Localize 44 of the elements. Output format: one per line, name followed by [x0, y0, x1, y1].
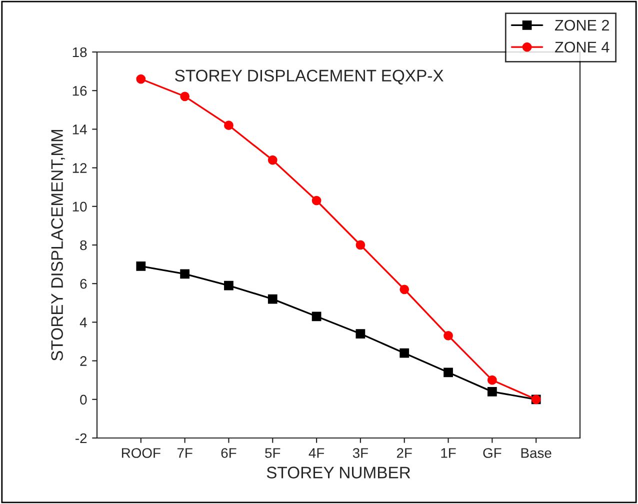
legend-label: ZONE 4 [555, 42, 610, 53]
point [136, 74, 146, 84]
x-tick-label: 6F [221, 448, 236, 458]
point [268, 155, 278, 165]
x-tick-label: Base [521, 448, 552, 458]
point [180, 92, 190, 102]
point [268, 294, 278, 304]
point [444, 368, 453, 378]
x-tick-label: 3F [352, 448, 368, 458]
y-tick-label: 2 [80, 356, 87, 366]
point [444, 331, 453, 340]
y-tick-label: 0 [80, 394, 87, 405]
y-tick-label: 8 [80, 240, 87, 250]
point [136, 262, 146, 271]
point [312, 312, 322, 322]
x-tick-label: 5F [265, 448, 280, 458]
y-tick-label: 10 [72, 202, 87, 212]
point [224, 280, 234, 290]
point [312, 196, 322, 206]
point [487, 375, 497, 385]
y-tick-label: 18 [72, 47, 87, 58]
point [224, 120, 234, 130]
x-tick-label: ROOF [122, 448, 160, 458]
y-tick-label: -2 [76, 433, 87, 444]
x-tick-label: GF [483, 448, 502, 458]
y-tick-label: 14 [72, 124, 87, 134]
point [487, 386, 497, 396]
legend-label: ZONE 2 [555, 20, 609, 31]
y-tick-label: 6 [80, 278, 87, 289]
point [180, 269, 190, 279]
y-tick-label: 12 [72, 163, 87, 173]
x-axis-title: STOREY NUMBER [266, 466, 410, 478]
point [356, 240, 366, 250]
y-tick-label: 4 [80, 318, 87, 328]
y-axis-title: STOREY DISPLACEMENT,MM [51, 130, 65, 361]
x-tick-label: 2F [396, 448, 412, 458]
text: STOREY DISPLACEMENT EQXP-X [175, 70, 444, 85]
point [400, 284, 410, 294]
x-tick-label: 4F [308, 448, 324, 458]
x-tick-label: 7F [177, 448, 192, 458]
point [356, 329, 366, 338]
x-tick-label: 1F [441, 448, 456, 458]
point [400, 348, 410, 358]
y-tick-label: 16 [72, 86, 87, 96]
